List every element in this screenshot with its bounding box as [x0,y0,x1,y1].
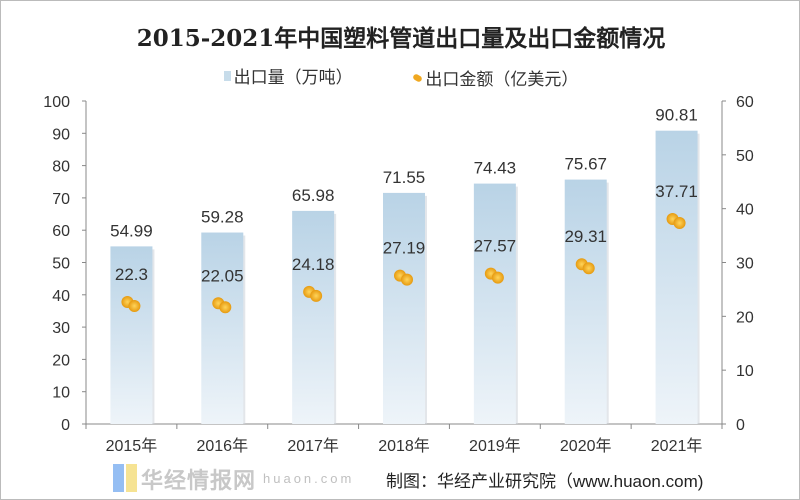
left-tick-label: 70 [52,191,70,208]
bar [655,130,698,424]
dot-marker [401,273,413,286]
left-tick-label: 0 [61,417,70,434]
watermark-logo: 华经情报网 [141,468,257,493]
dot-value-label: 22.3 [115,265,148,284]
bar-value-label: 59.28 [201,208,244,227]
left-tick-label: 60 [52,223,70,240]
bar [564,179,607,424]
bar-value-label: 71.55 [383,168,426,187]
x-tick-label: 2019年 [469,437,521,455]
right-tick-label: 0 [736,417,745,434]
right-tick-label: 50 [736,148,754,165]
left-tick-label: 40 [52,288,70,305]
x-tick-label: 2015年 [106,437,158,455]
chart-title: 2015-2021年中国塑料管道出口量及出口金额情况 [136,25,666,52]
right-tick-label: 20 [736,309,754,326]
left-tick-label: 80 [52,159,70,176]
right-tick-label: 40 [736,202,754,219]
right-tick-label: 60 [736,94,754,111]
source-note: 制图：华经产业研究院（www.huaon.com) [386,472,704,491]
legend-label: 出口量（万吨） [233,68,353,87]
dot-value-label: 27.19 [383,239,426,258]
legend: 出口量（万吨） 出口金额（亿美元） [1,63,799,90]
dot-marker [673,216,686,229]
x-tick-label: 2021年 [651,437,703,455]
right-tick-label: 30 [736,256,754,273]
legend-item-volume: 出口量（万吨） [223,63,353,88]
watermark-url: huaon.com [263,471,355,486]
dot-value-label: 37.71 [655,182,698,201]
right-tick-label: 10 [736,363,754,380]
dot-marker [219,301,232,314]
left-tick-label: 10 [52,385,70,402]
bar-value-label: 54.99 [110,221,153,240]
bar-value-label: 75.67 [564,155,607,174]
dot-value-label: 22.05 [201,266,244,285]
dot-marker [582,262,595,275]
bar [292,210,335,424]
dot-value-label: 29.31 [564,227,607,246]
bar [110,246,153,424]
legend-item-value: 出口金额（亿美元） [412,65,579,90]
bar-value-label: 90.81 [655,106,698,125]
left-tick-label: 50 [52,256,70,273]
bar [473,183,516,424]
dot-marker [128,299,141,312]
dot-marker [491,271,504,284]
watermark-mark [113,464,124,492]
x-tick-label: 2018年 [378,437,430,455]
dot-value-label: 27.57 [474,237,517,256]
x-tick-label: 2020年 [560,437,612,455]
legend-label: 出口金额（亿美元） [425,70,579,89]
x-tick-label: 2017年 [287,437,339,455]
bar-value-label: 65.98 [292,186,335,205]
bar [383,192,425,424]
bar [201,232,244,424]
dot-value-label: 24.18 [292,255,335,274]
bar-value-label: 74.43 [474,159,517,178]
left-tick-label: 100 [43,94,70,111]
watermark-mark [126,464,137,492]
left-tick-label: 90 [52,126,70,143]
left-tick-label: 20 [52,352,70,369]
dot-marker [310,289,323,302]
legend-swatch-bar [223,70,231,81]
x-tick-label: 2016年 [196,437,248,455]
left-tick-label: 30 [52,320,70,337]
